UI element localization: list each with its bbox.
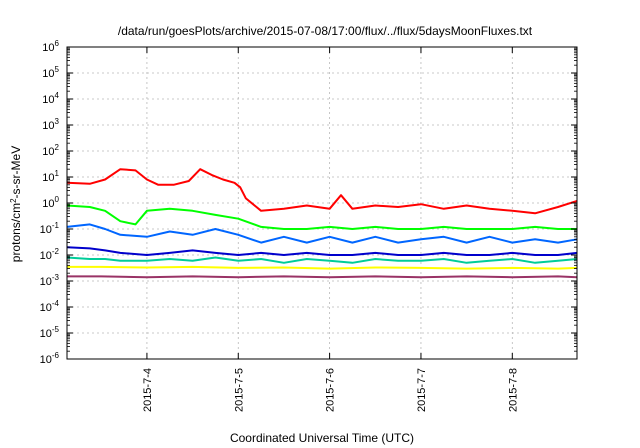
y-tick-label: 104 (42, 91, 59, 106)
x-tick-label: 2015-7-7 (416, 368, 428, 412)
y-tick-label: 10-1 (40, 221, 60, 236)
y-tick-label: 10-5 (40, 325, 60, 340)
grid-lines (67, 47, 577, 359)
y-tick-label: 102 (42, 143, 59, 158)
chart-title: /data/run/goesPlots/archive/2015-07-08/1… (118, 24, 533, 38)
y-tick-label: 106 (42, 39, 59, 54)
y-axis-label-rest: -s-sr-MeV (9, 146, 23, 199)
x-axis-label: Coordinated Universal Time (UTC) (230, 431, 414, 445)
series-line-2 (66, 204, 577, 230)
series-layer (66, 168, 578, 279)
x-axis: 2015-7-4 2015-7-5 2015-7-6 2015-7-7 2015-7-8 (142, 47, 519, 412)
y-tick-label: 10-2 (40, 247, 60, 262)
series-line-5 (66, 256, 578, 264)
y-tick-label: 10-6 (40, 351, 60, 366)
y-axis-label: protons/cm2-s-sr-MeV (9, 146, 23, 262)
x-tick-label: 2015-7-6 (325, 368, 337, 412)
series-line-3 (66, 223, 578, 244)
x-tick-label: 2015-7-5 (233, 368, 245, 412)
y-axis-label-sup: 2 (9, 198, 18, 203)
x-tick-label: 2015-7-8 (507, 368, 519, 412)
y-tick-label: 100 (42, 195, 59, 210)
series-line-1 (66, 168, 578, 215)
series-line-4 (66, 246, 578, 256)
y-tick-label: 101 (42, 169, 59, 184)
y-axis: 10-6 10-5 10-4 10-3 10-2 10-1 100 101 102 103 104 1… (40, 39, 577, 366)
y-axis-label-base: protons/cm (9, 203, 23, 262)
y-tick-label: 103 (42, 117, 59, 132)
x-tick-label: 2015-7-4 (142, 368, 154, 412)
y-tick-label: 10-3 (40, 273, 60, 288)
y-tick-label: 105 (42, 65, 59, 80)
series-line-7 (67, 275, 578, 279)
y-tick-label: 10-4 (40, 299, 60, 314)
series-line-6 (67, 265, 578, 270)
